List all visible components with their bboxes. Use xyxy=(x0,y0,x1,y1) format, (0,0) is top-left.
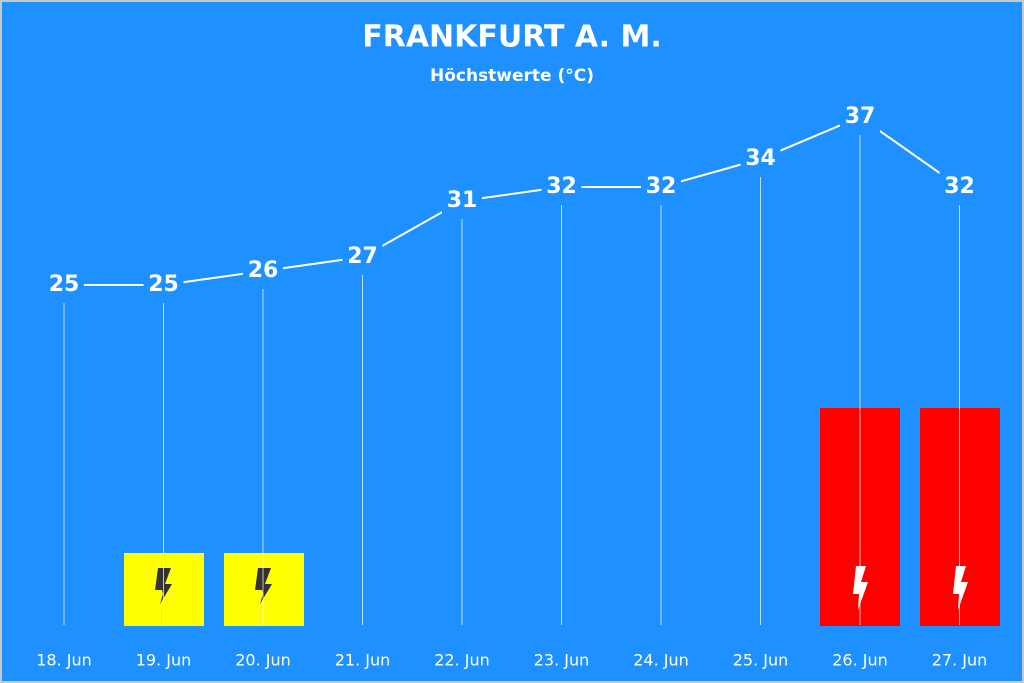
label-backdrop xyxy=(840,102,880,132)
chart-subtitle: Höchstwerte (°C) xyxy=(430,66,594,86)
label-backdrop xyxy=(939,172,980,202)
data-label: 31 xyxy=(447,188,478,213)
data-label: 25 xyxy=(148,272,179,297)
line xyxy=(64,115,961,286)
data-label: 25 xyxy=(49,272,80,297)
data-label: 27 xyxy=(347,244,378,269)
x-tick-label: 24. Jun xyxy=(633,651,689,670)
label-backdrop xyxy=(740,144,781,174)
label-backdrop xyxy=(442,186,482,216)
label-backdrop xyxy=(342,242,383,272)
data-label: 32 xyxy=(546,174,577,199)
data-label: 34 xyxy=(745,146,776,171)
x-tick-label: 22. Jun xyxy=(434,651,490,670)
x-tick-label: 26. Jun xyxy=(832,651,888,670)
label-backdrop xyxy=(143,270,184,300)
label-backdrop xyxy=(44,270,84,300)
x-tick-label: 20. Jun xyxy=(235,651,291,670)
x-tick-label: 18. Jun xyxy=(36,651,92,670)
chart-title: FRANKFURT A. M. xyxy=(362,20,662,55)
label-backdrop xyxy=(641,172,681,202)
label-backdrop xyxy=(541,172,582,202)
data-label: 32 xyxy=(646,174,677,199)
data-label: 37 xyxy=(845,104,876,129)
data-label: 26 xyxy=(248,258,279,283)
warning-icon xyxy=(953,566,968,610)
x-tick-label: 25. Jun xyxy=(733,651,789,670)
data-label: 32 xyxy=(944,174,975,199)
x-tick-label: 19. Jun xyxy=(136,651,192,670)
x-tick-label: 23. Jun xyxy=(534,651,590,670)
label-backdrop xyxy=(243,256,283,286)
x-tick-label: 27. Jun xyxy=(932,651,988,670)
x-tick-label: 21. Jun xyxy=(335,651,391,670)
